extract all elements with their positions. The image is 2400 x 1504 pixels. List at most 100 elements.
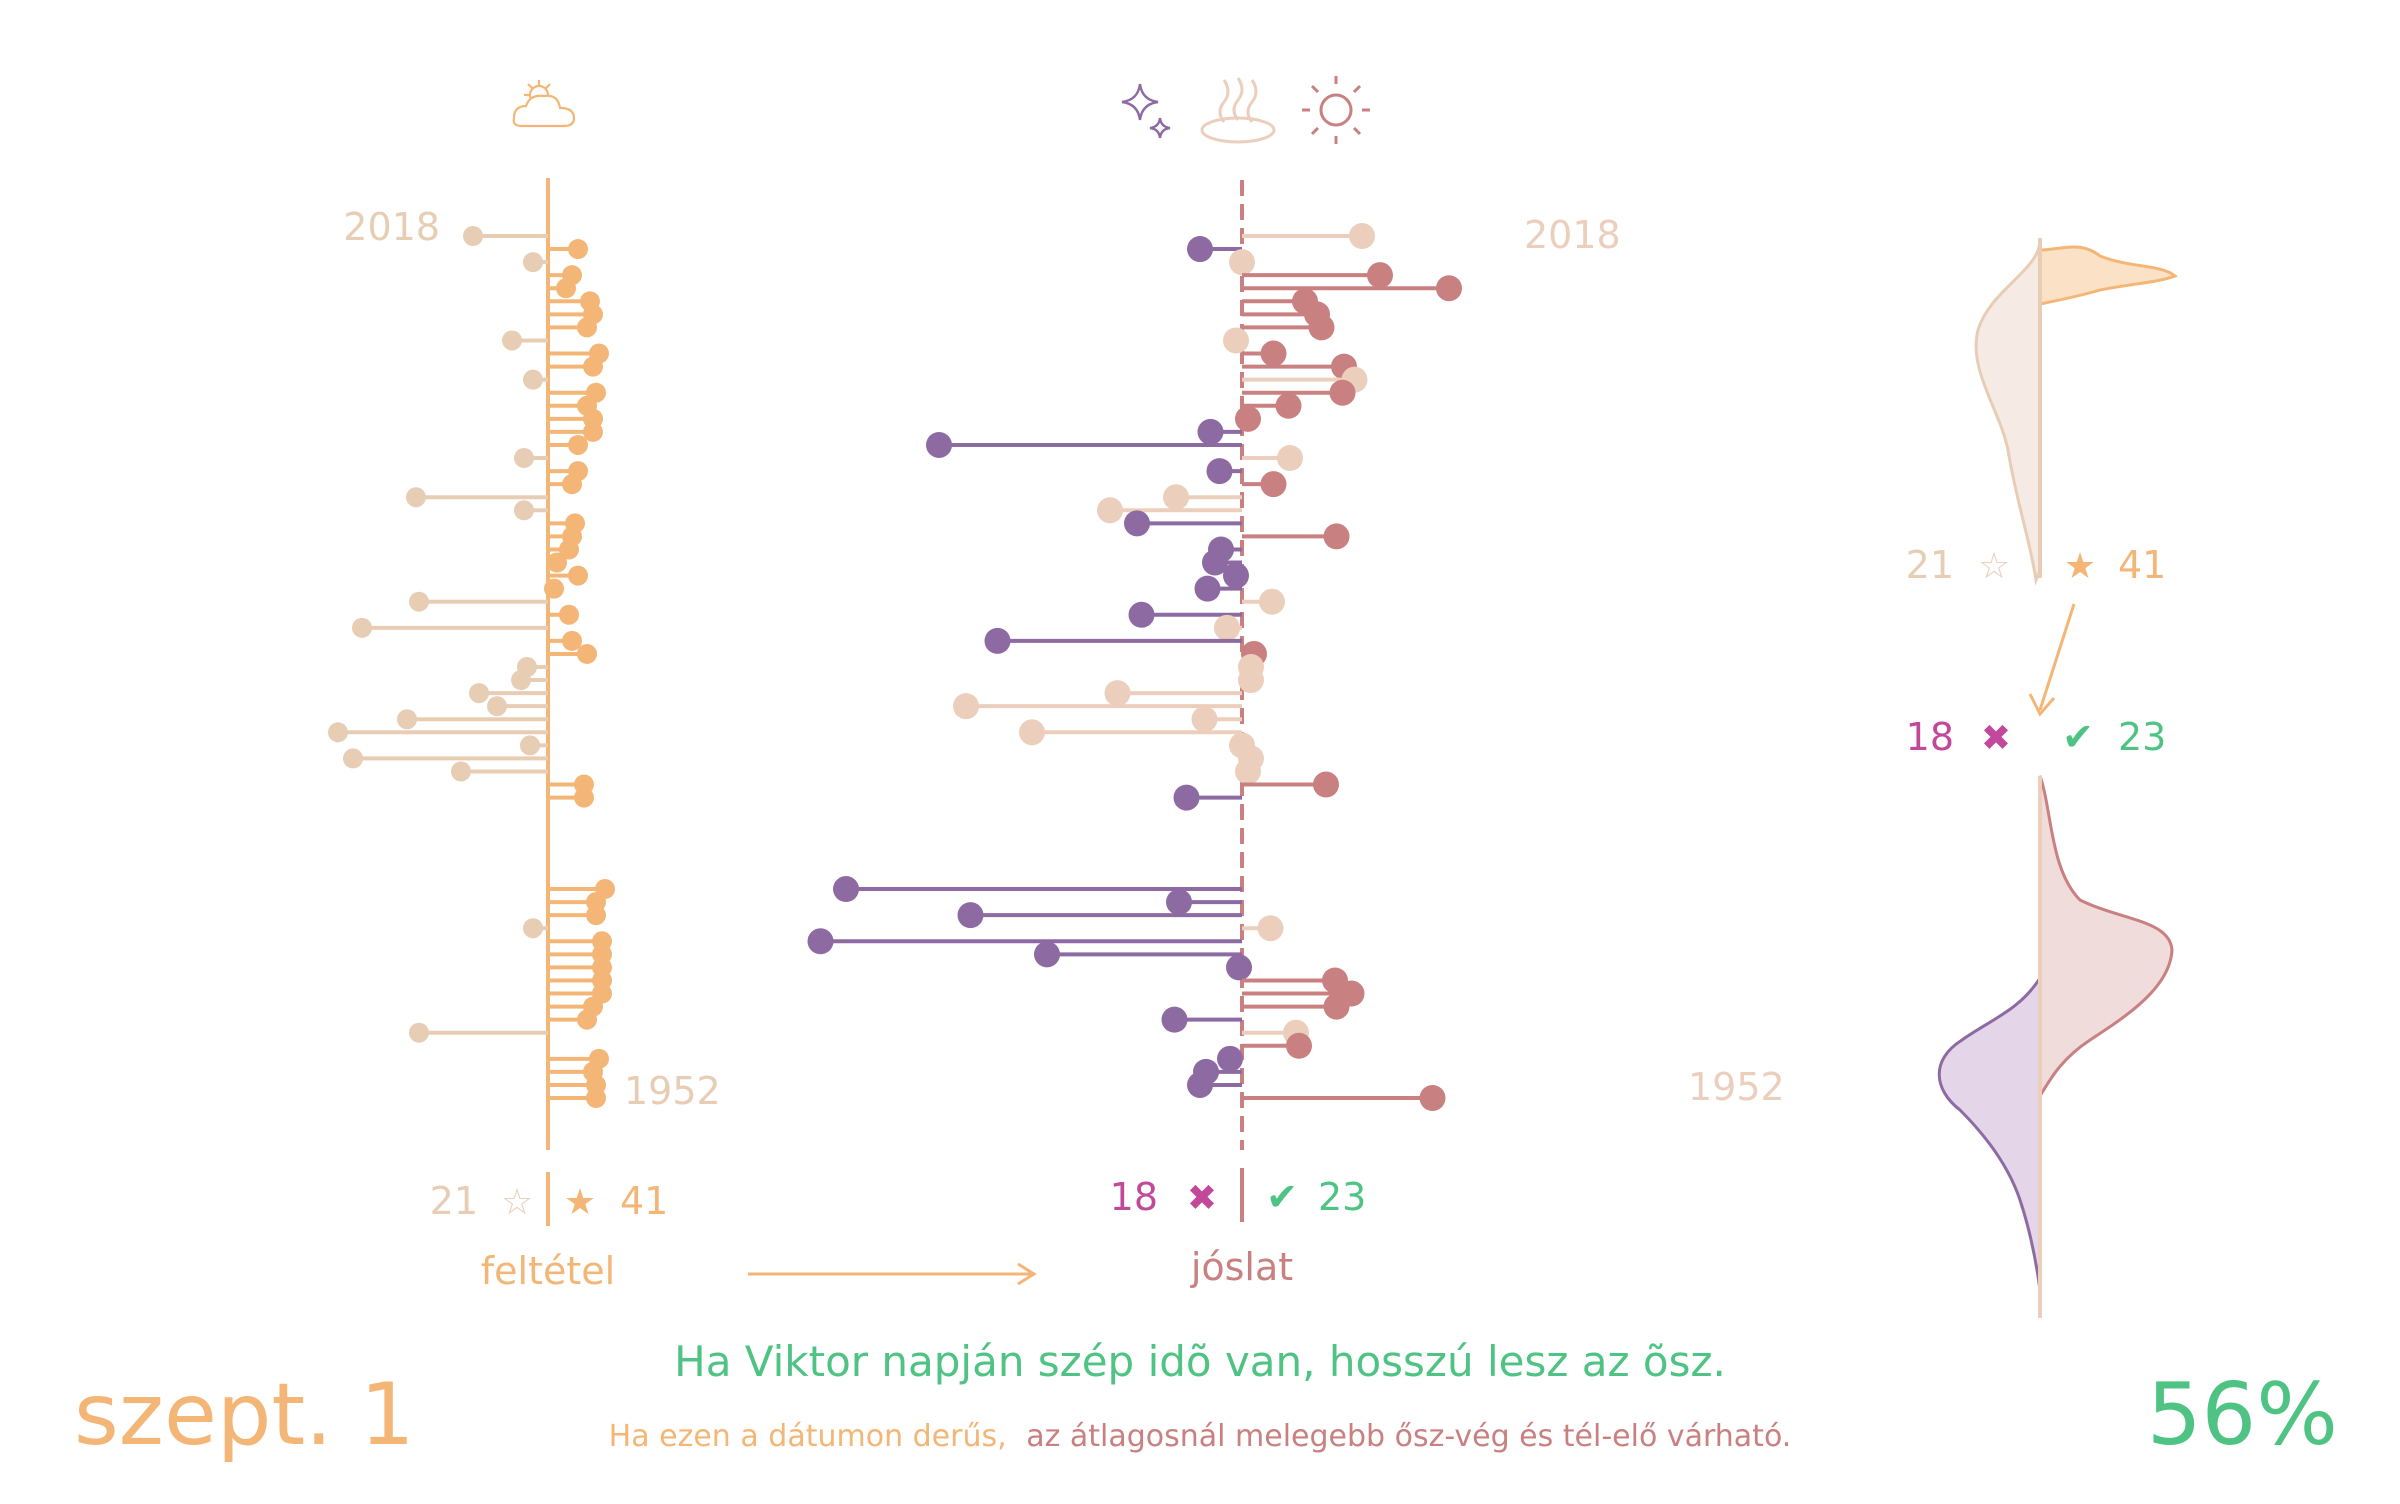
prediction-label: jóslat [1190,1245,1293,1289]
prediction-point [1313,771,1339,798]
prediction-point [1286,1032,1312,1059]
condition-point [520,735,540,756]
prediction-point [1128,601,1155,628]
prediction-point [1308,314,1335,341]
prediction-point [1329,379,1356,406]
condition-point [451,761,471,782]
prediction-point [1349,223,1375,249]
condition-point [406,487,426,508]
condition-bottom-year: 1952 [624,1069,721,1113]
prediction-lollipops [807,223,1462,1111]
prediction-point [1260,340,1287,367]
prediction-point [1257,915,1284,942]
condition-point [559,539,579,560]
prediction-point [807,928,834,955]
right-check-icon: ✔ [1266,1175,1298,1219]
prediction-point [1260,471,1287,498]
prediction-top-year: 2018 [1524,213,1621,257]
condition-point [469,683,489,704]
condition-point [568,434,588,455]
prediction-point [1124,510,1150,537]
prediction-point [1238,667,1264,694]
prediction-bottom-year: 1952 [1688,1065,1785,1109]
condition-point [568,239,588,260]
condition-point [586,1088,606,1108]
right-condition-empty-star: ☆ [1978,546,2010,587]
prediction-point [1161,1006,1188,1033]
prediction-point [1367,262,1393,289]
prediction-point [1202,549,1228,576]
condition-point [556,278,576,299]
right-check-icon: ✔ [2062,715,2094,759]
prediction-point [1235,758,1261,785]
condition-top-year: 2018 [343,205,440,249]
condition-point [523,918,543,939]
condition-point [409,1022,429,1043]
prediction-point [833,876,859,903]
condition-distribution-no [1974,239,2042,586]
condition-point [409,591,429,612]
condition-point [502,330,522,351]
prediction-count-right: 23 [1318,1175,1366,1219]
condition-to-prediction-arrow [748,1262,1037,1286]
prediction-point [1173,784,1200,811]
prediction-point [1163,484,1189,511]
prediction-point [1419,1085,1446,1111]
prediction-point [1191,706,1218,733]
partly-sunny-icon [512,80,576,128]
condition-point [547,552,567,573]
prediction-point [957,902,984,929]
right-condition-count-no: 21 [1906,543,1954,587]
condition-point [583,356,603,377]
condition-point [574,787,594,808]
condition-to-outcome-arrow [2028,603,2076,717]
condition-full-star: ★ [564,1182,596,1223]
prediction-point [1223,562,1249,589]
accuracy-percent: 56% [2147,1365,2338,1465]
prediction-point [1194,575,1221,602]
prediction-count-wrong: 18 [1110,1175,1158,1219]
prediction-point [1206,458,1233,485]
right-outcome-count-wrong: 18 [1906,715,1954,759]
hot-spring-icon [1200,77,1276,144]
prediction-point [1217,1045,1243,1072]
prediction-point [1323,523,1350,550]
condition-point [514,500,534,521]
prediction-point [1226,954,1252,981]
prediction-point [1436,275,1462,302]
prediction-point [984,627,1011,654]
wrong-cross-icon: ✖ [1187,1178,1217,1219]
prediction-point [1275,392,1302,419]
prediction-point [1229,249,1255,276]
prediction-point [1104,680,1131,707]
condition-point [568,565,588,586]
prediction-point [1214,614,1240,641]
explanation-condition: Ha ezen a dátumon derűs, [609,1419,1007,1454]
condition-point [328,722,348,743]
condition-point [343,748,363,769]
prediction-point [1235,405,1261,432]
prediction-point [1166,889,1192,916]
condition-point [523,252,543,273]
condition-distribution-yes [2038,245,2178,306]
condition-point [463,226,483,246]
saying-text: Ha Viktor napján szép idõ van, hosszú le… [674,1337,1726,1386]
prediction-point [1259,588,1285,615]
right-condition-count-yes: 41 [2118,543,2166,587]
condition-point [559,604,579,625]
condition-empty-star: ☆ [501,1182,533,1223]
right-outcome-count-right: 23 [2118,715,2166,759]
condition-point [562,630,582,651]
condition-lollipops [328,226,615,1108]
prediction-point [1187,1071,1213,1098]
condition-count-yes: 41 [620,1179,668,1223]
sun-icon [1302,76,1370,144]
prediction-point [1097,497,1123,524]
condition-point [511,670,531,691]
condition-point [487,696,507,717]
prediction-point [1277,445,1303,472]
prediction-point [926,431,952,458]
condition-point [562,474,582,495]
